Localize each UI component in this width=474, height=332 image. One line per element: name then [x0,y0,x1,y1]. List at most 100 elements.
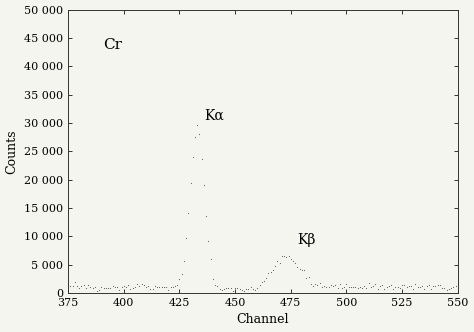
Point [116,287,123,292]
Point [111,284,118,290]
Point [196,131,203,136]
Point [122,285,130,290]
Point [411,282,419,287]
Point [73,284,81,289]
Point [155,284,163,290]
Point [198,156,206,162]
Point [238,288,246,293]
Point [107,286,114,291]
Point [345,285,353,290]
Point [202,214,210,219]
Point [104,285,112,290]
Text: Cr: Cr [103,38,122,52]
Point [82,285,90,290]
Point [419,283,426,289]
Point [245,287,252,292]
Point [249,286,257,291]
Point [410,286,417,291]
Point [69,284,76,289]
Point [347,284,355,290]
Point [441,285,448,290]
Point [113,284,121,289]
Point [278,253,286,258]
Point [449,284,457,289]
Point [387,283,395,288]
Point [276,260,283,266]
Point [66,283,74,288]
Point [358,285,366,290]
Point [309,283,317,289]
Point [176,277,183,282]
Point [360,284,368,289]
Point [222,286,230,291]
Point [285,253,292,259]
Point [416,285,424,290]
Point [445,287,453,292]
Point [87,284,94,290]
Point [356,285,364,290]
Point [323,285,330,290]
Point [124,283,132,288]
Point [394,285,401,290]
Point [187,180,194,186]
Point [272,263,279,268]
Point [142,285,150,290]
Point [352,285,359,290]
Point [318,284,326,289]
Point [91,285,99,290]
X-axis label: Channel: Channel [237,313,289,326]
Point [367,285,375,290]
Point [173,283,181,288]
Point [216,286,223,291]
Point [200,182,208,187]
Point [64,284,72,289]
Point [343,282,350,287]
Point [414,284,421,290]
Point [296,266,303,271]
Point [84,283,92,288]
Point [240,289,248,294]
Point [334,285,341,290]
Point [151,283,159,289]
Point [254,286,261,291]
Point [229,288,237,293]
Point [454,282,462,287]
Point [331,282,339,288]
Point [340,284,348,290]
Point [336,281,344,287]
Point [434,283,441,288]
Point [78,283,85,288]
Point [372,282,379,287]
Point [71,279,79,285]
Point [154,284,161,289]
Point [298,268,306,273]
Text: Kβ: Kβ [298,232,316,247]
Point [171,283,179,288]
Point [398,283,406,288]
Point [292,260,299,265]
Point [184,211,192,216]
Point [269,267,277,273]
Point [420,287,428,292]
Point [267,269,274,275]
Point [294,264,301,270]
Point [138,282,146,287]
Point [256,283,264,288]
Point [178,271,185,277]
Point [242,286,250,291]
Point [182,236,190,241]
Point [423,283,430,289]
Point [207,256,214,262]
Point [363,286,370,291]
Point [349,284,357,289]
Point [133,281,141,286]
Point [118,285,125,290]
Point [325,285,332,290]
Point [149,286,156,291]
Point [365,281,373,286]
Point [390,287,397,292]
Point [302,276,310,281]
Point [305,275,312,280]
Y-axis label: Counts: Counts [6,129,18,174]
Point [102,285,110,290]
